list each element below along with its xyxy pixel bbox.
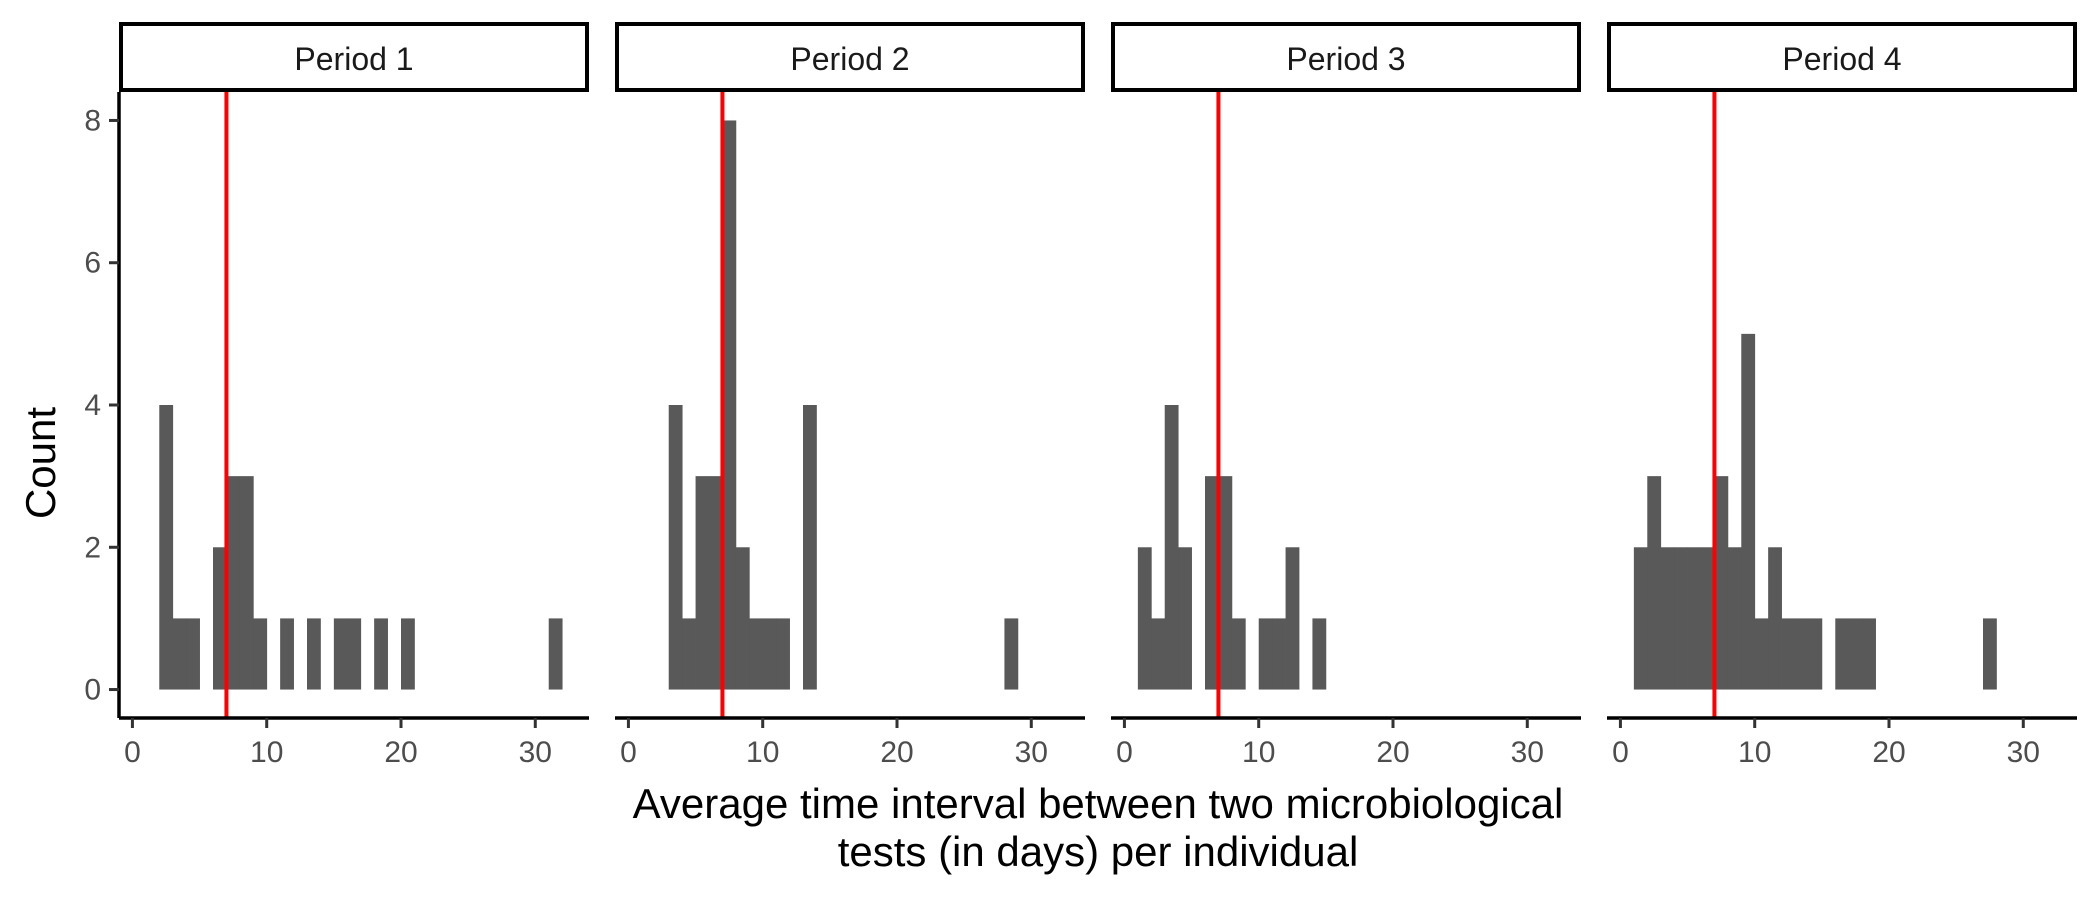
y-axis: 0 2 4 6 8: [84, 92, 121, 718]
histogram-bar: [749, 618, 764, 690]
histogram-bar: [186, 618, 200, 690]
histogram-bar: [1727, 547, 1742, 690]
facet-strip-label: Period 4: [1782, 41, 1901, 77]
histogram-bar: [401, 618, 415, 690]
histogram-bar: [735, 547, 750, 690]
x-tick-label: 0: [620, 736, 637, 769]
histogram-bar: [1795, 618, 1809, 690]
histogram-bar: [1754, 618, 1769, 690]
x-axis-title-line-2: tests (in days) per individual: [838, 828, 1359, 875]
x-tick-label: 10: [1738, 736, 1771, 769]
facet-strip-label: Period 2: [790, 41, 909, 77]
histogram-bar: [1178, 547, 1192, 690]
facet-panel-1: Period 1 0 10 20 30: [119, 22, 589, 769]
facet-strip-label: Period 3: [1286, 41, 1405, 77]
histogram-bar: [548, 618, 563, 690]
histogram-bar: [347, 618, 362, 690]
x-tick-label: 10: [250, 736, 283, 769]
x-tick-label: 0: [1116, 736, 1133, 769]
histogram-bar: [1205, 476, 1219, 690]
y-tick-label: 4: [84, 389, 101, 422]
facet-strip: [615, 22, 1085, 92]
histogram-bar: [1218, 476, 1233, 690]
histogram-bar: [1862, 618, 1876, 690]
histogram-bar: [1983, 618, 1997, 690]
histogram-bar: [709, 476, 723, 690]
x-tick-label: 20: [1872, 736, 1905, 769]
facet-strip: [1607, 22, 2077, 92]
facet-panel-2: Period 2 0 10 20 30: [615, 22, 1085, 769]
histogram-bar: [1633, 547, 1648, 690]
x-tick-label: 0: [1612, 736, 1629, 769]
histogram-bar: [374, 618, 388, 690]
histogram-bar: [1647, 476, 1662, 690]
x-tick-label: 30: [2007, 736, 2040, 769]
histogram-bar: [1164, 405, 1179, 690]
x-tick-label: 10: [746, 736, 779, 769]
histogram-bar: [1714, 476, 1729, 690]
histogram-bar: [1312, 618, 1327, 690]
histogram-bar: [213, 547, 227, 690]
x-tick-label: 20: [1376, 736, 1409, 769]
histogram-bar: [722, 120, 737, 690]
histogram-bar: [1808, 618, 1823, 690]
histogram-bar: [1137, 547, 1152, 690]
x-axis-title-line-1: Average time interval between two microb…: [633, 780, 1564, 827]
histogram-bar: [1741, 333, 1756, 690]
y-tick-label: 8: [84, 104, 101, 137]
histogram-bar: [1258, 618, 1273, 690]
histogram-bar: [1768, 547, 1782, 690]
x-tick-label: 30: [519, 736, 552, 769]
histogram-bar: [253, 618, 268, 690]
histogram-bar: [1835, 618, 1850, 690]
histogram-bar: [1848, 618, 1863, 690]
histogram-bar: [226, 476, 241, 690]
facet-panel-4: Period 4 0 10 20 30: [1607, 22, 2077, 769]
histogram-bar: [1781, 618, 1796, 690]
histogram-bar: [803, 405, 817, 690]
x-tick-label: 10: [1242, 736, 1275, 769]
y-tick-label: 0: [84, 674, 101, 707]
histogram-bar: [695, 476, 710, 690]
histogram-bar: [172, 618, 187, 690]
histogram-bar: [1151, 618, 1166, 690]
histogram-bar: [333, 618, 348, 690]
histogram-bar: [159, 405, 174, 690]
x-tick-label: 20: [880, 736, 913, 769]
histogram-bar: [1231, 618, 1246, 690]
facets-layer: Period 1 0 10 20 30 Period 2 0 10 20 30 Period 3 0 1…: [119, 22, 2077, 769]
histogram-bar: [1004, 618, 1019, 690]
x-tick-label: 30: [1015, 736, 1048, 769]
facet-strip: [1111, 22, 1581, 92]
x-tick-label: 20: [384, 736, 417, 769]
x-tick-label: 30: [1511, 736, 1544, 769]
histogram-bar: [762, 618, 777, 690]
y-tick-label: 2: [84, 531, 101, 564]
histogram-bar: [239, 476, 254, 690]
histogram-bar: [1687, 547, 1702, 690]
x-tick-label: 0: [124, 736, 141, 769]
facet-strip: [119, 22, 589, 92]
histogram-bar: [280, 618, 294, 690]
facet-panel-3: Period 3 0 10 20 30: [1111, 22, 1581, 769]
facet-strip-label: Period 1: [294, 41, 413, 77]
histogram-bar: [682, 618, 696, 690]
histogram-bar: [1674, 547, 1688, 690]
y-axis-title: Count: [17, 407, 64, 519]
histogram-bar: [668, 405, 683, 690]
y-tick-label: 6: [84, 247, 101, 280]
histogram-bar: [307, 618, 321, 690]
histogram-bar: [1272, 618, 1286, 690]
histogram-bar: [1701, 547, 1715, 690]
histogram-bar: [776, 618, 790, 690]
histogram-bar: [1285, 547, 1300, 690]
histogram-bar: [1660, 547, 1675, 690]
